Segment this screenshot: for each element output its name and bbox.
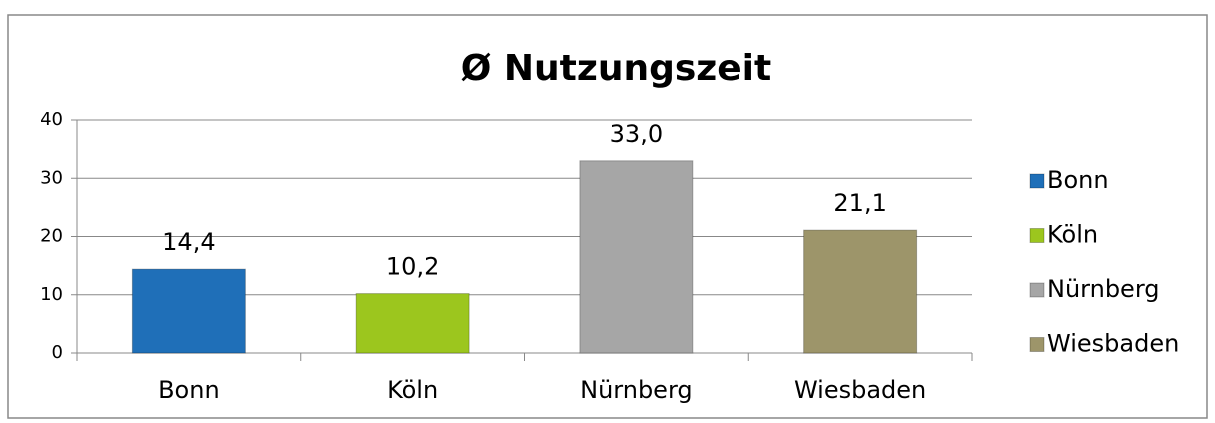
x-tick-label: Bonn [158, 376, 220, 404]
value-label: 10,2 [386, 253, 439, 281]
bar [355, 293, 470, 354]
legend-swatch [1029, 228, 1045, 243]
y-tick-label: 20 [40, 226, 63, 247]
legend-swatch [1029, 173, 1045, 189]
y-tick-label: 40 [40, 109, 63, 130]
bar [579, 160, 694, 354]
legend-label: Köln [1047, 221, 1098, 249]
x-tick-label: Nürnberg [580, 376, 693, 404]
bar [131, 268, 246, 354]
x-tick-label: Wiesbaden [794, 376, 926, 404]
value-label: 21,1 [833, 189, 886, 217]
legend-swatch [1029, 337, 1045, 352]
legend-label: Bonn [1047, 166, 1109, 194]
legend-swatch [1029, 282, 1045, 298]
value-label: 33,0 [610, 120, 663, 148]
legend-label: Wiesbaden [1047, 330, 1179, 358]
y-tick-label: 0 [52, 342, 63, 363]
x-tick-label: Köln [387, 376, 438, 404]
y-tick-label: 10 [40, 284, 63, 305]
y-tick-label: 30 [40, 167, 63, 188]
chart-title: Ø Nutzungszeit [461, 48, 771, 89]
value-label: 14,4 [162, 228, 215, 256]
legend-label: Nürnberg [1047, 275, 1160, 303]
bar [803, 229, 918, 354]
